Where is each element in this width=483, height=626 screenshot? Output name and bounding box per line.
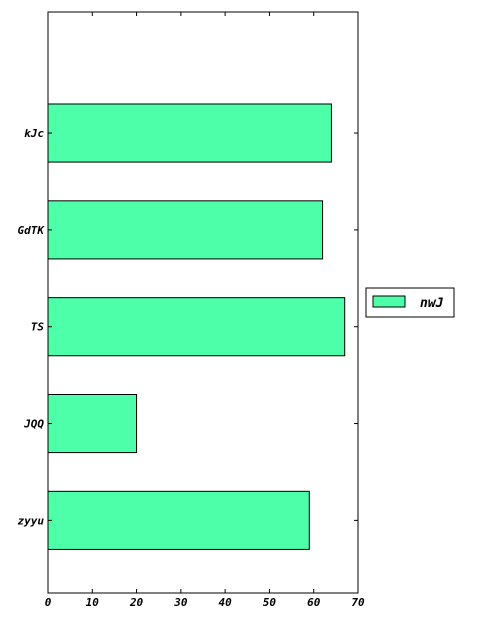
legend-label: nwJ: [420, 296, 444, 311]
x-tick-label: 60: [307, 596, 321, 609]
bars-layer: [47, 103, 346, 550]
y-tick-label: zyyu: [18, 514, 45, 527]
x-tick-label: 30: [173, 596, 188, 609]
bar-ts: [47, 297, 346, 357]
y-tick-label: JQQ: [23, 418, 44, 431]
x-tick-label: 50: [263, 596, 277, 609]
ticks-layer: 0 10 20 30 40 50 60 70 zyyu JQQ TS GdTK kJc: [18, 12, 365, 609]
bar-jqq: [47, 393, 138, 454]
x-tick-label: 10: [86, 596, 100, 609]
bar-gdtk: [47, 200, 324, 260]
x-tick-label: 20: [129, 596, 144, 609]
x-tick-label: 0: [45, 596, 52, 609]
legend: nwJ: [365, 287, 455, 318]
y-tick-label: GdTK: [18, 224, 46, 237]
x-tick-label: 70: [351, 596, 365, 609]
y-tick-label: kJc: [24, 127, 44, 140]
y-tick-label: TS: [31, 321, 45, 334]
bar-zyyu: [47, 490, 310, 550]
plot-frame: [47, 11, 359, 594]
bar-kjc: [47, 103, 332, 163]
x-tick-label: 40: [219, 596, 233, 609]
legend-swatch: [372, 295, 406, 308]
